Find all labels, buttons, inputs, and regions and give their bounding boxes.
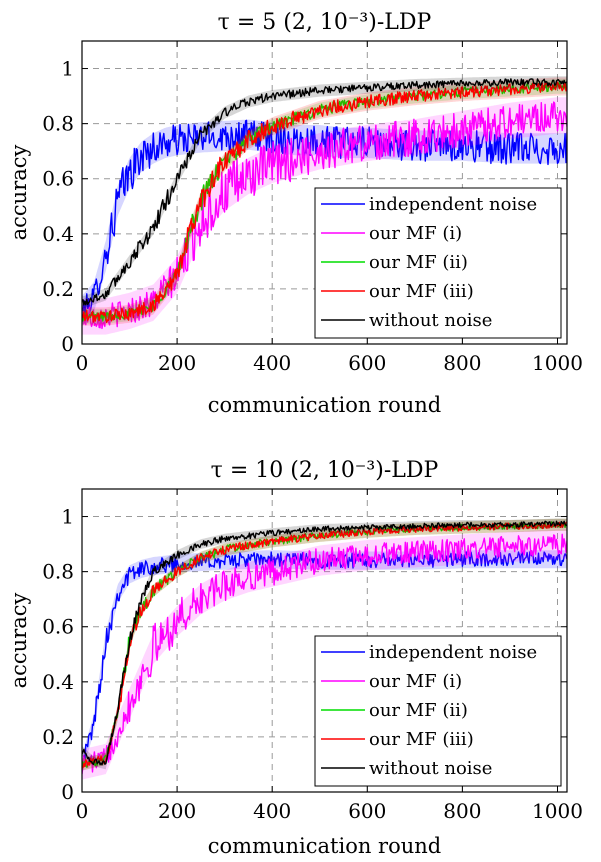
x-tick-label: 600: [348, 799, 386, 823]
x-tick-label: 1000: [532, 799, 583, 823]
x-tick-label: 800: [443, 799, 481, 823]
series-line: [82, 78, 567, 306]
series-band: [82, 550, 567, 774]
y-axis-label: accuracy: [7, 144, 31, 240]
series-line: [82, 521, 567, 769]
x-tick-label: 0: [76, 351, 89, 375]
legend-entry: our MF (i): [369, 671, 462, 692]
legend-entry: our MF (ii): [369, 700, 468, 721]
y-tick-label: 0.2: [42, 725, 74, 749]
legend-entry: our MF (iii): [369, 281, 474, 302]
chart-panel-2: τ = 10 (2, 10⁻³)-LDP 0 200 400 600 800 1000 0 0.…: [7, 458, 583, 858]
x-axis-label: communication round: [208, 393, 441, 417]
x-tick-label: 0: [76, 799, 89, 823]
legend-box: [314, 187, 562, 339]
series-band: [82, 119, 567, 327]
axes-box: [81, 488, 568, 793]
legend-entry: our MF (iii): [369, 729, 474, 750]
series-band: [82, 76, 567, 309]
legend-entry: without noise: [369, 310, 492, 331]
series-line: [82, 81, 567, 324]
series-line: [82, 520, 567, 766]
y-tick-label: 0.8: [42, 112, 74, 136]
legend-entry: independent noise: [369, 642, 537, 663]
x-axis-label: communication round: [208, 834, 441, 858]
y-tick-label: 0.6: [42, 615, 74, 639]
x-tick-label: 400: [253, 799, 291, 823]
x-tick-label: 200: [158, 351, 196, 375]
series-line: [82, 101, 567, 330]
x-tick-label: 400: [253, 351, 291, 375]
series-group: [82, 518, 567, 780]
legend-entry: our MF (i): [369, 223, 462, 244]
x-tick-label: 800: [443, 351, 481, 375]
y-tick-label: 0.4: [42, 670, 74, 694]
y-tick-label: 1: [61, 505, 74, 529]
x-tick-label: 200: [158, 799, 196, 823]
x-tick-label: 600: [348, 351, 386, 375]
y-tick-label: 0.8: [42, 560, 74, 584]
y-tick-label: 0: [61, 780, 74, 804]
legend-entry: our MF (ii): [369, 252, 468, 273]
y-tick-label: 1: [61, 57, 74, 81]
legend: independent noise our MF (i) our MF (ii) ou…: [314, 187, 562, 339]
legend-box: [314, 635, 562, 787]
legend-entry: without noise: [369, 758, 492, 779]
x-tick-label: 1000: [532, 351, 583, 375]
chart-panel-1: τ = 5 (2, 10⁻³)-LDP 0 200 400 600 800 1000 0 0.2…: [7, 10, 583, 417]
series-group: [82, 76, 567, 335]
legend: independent noise our MF (i) our MF (ii) ou…: [314, 635, 562, 787]
legend-entry: independent noise: [369, 194, 537, 215]
chart-title: τ = 5 (2, 10⁻³)-LDP: [218, 10, 432, 35]
y-tick-label: 0.2: [42, 277, 74, 301]
y-tick-label: 0.4: [42, 222, 74, 246]
y-axis-label: accuracy: [7, 592, 31, 688]
y-tick-label: 0.6: [42, 167, 74, 191]
series-line: [82, 533, 567, 775]
chart-title: τ = 10 (2, 10⁻³)-LDP: [211, 458, 439, 483]
y-tick-label: 0: [61, 332, 74, 356]
axes-box: [81, 40, 568, 345]
